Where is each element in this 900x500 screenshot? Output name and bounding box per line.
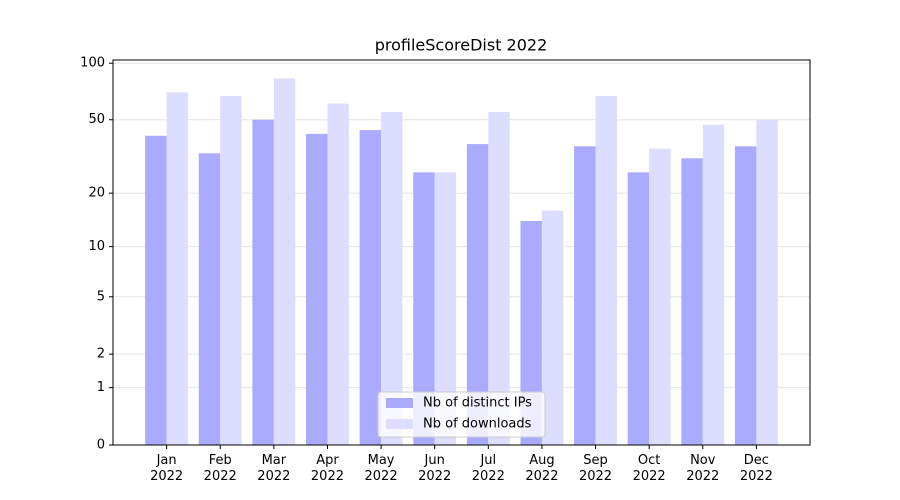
y-tick-label: 5	[97, 289, 105, 304]
bar	[306, 133, 328, 445]
bar	[381, 112, 403, 445]
bar	[488, 112, 510, 445]
bar	[166, 92, 189, 445]
x-tick-label: Oct 2022	[632, 453, 666, 484]
bar	[359, 130, 382, 445]
bar	[434, 172, 457, 446]
bar	[734, 146, 757, 445]
x-tick-label: Nov 2022	[686, 453, 720, 484]
y-tick-label: 100	[80, 56, 105, 71]
x-tick-label: Jan 2022	[150, 453, 184, 484]
x-tick-label: Dec 2022	[739, 453, 773, 484]
bar	[252, 119, 274, 445]
bar	[756, 119, 778, 445]
bar	[145, 135, 167, 446]
axes-frame	[112, 59, 811, 446]
x-tick-label: May 2022	[364, 453, 398, 484]
bar	[702, 124, 725, 445]
y-tick-label: 20	[88, 186, 105, 201]
x-tick-label: Jul 2022	[471, 453, 505, 484]
bar	[413, 172, 435, 446]
legend-label: Nb of distinct IPs	[423, 396, 532, 411]
bar	[273, 78, 296, 446]
bar	[327, 103, 349, 446]
legend-swatch	[386, 398, 413, 408]
bar	[541, 210, 564, 445]
y-tick-label: 10	[88, 239, 105, 254]
bar	[681, 158, 703, 446]
bar	[198, 153, 221, 445]
x-tick-label: Sep 2022	[578, 453, 613, 484]
x-tick-label: Jun 2022	[418, 453, 452, 484]
legend-swatch	[386, 419, 413, 429]
bar	[595, 95, 617, 446]
y-tick-label: 50	[88, 112, 105, 127]
y-tick-label: 2	[97, 347, 105, 362]
x-tick-label: Feb 2022	[203, 453, 237, 484]
bar	[627, 172, 650, 446]
y-tick-label: 0	[97, 438, 105, 453]
y-tick-label: 1	[97, 380, 105, 395]
bar	[520, 220, 542, 445]
bar	[220, 95, 242, 446]
legend-box	[377, 391, 546, 438]
x-tick-label: Mar 2022	[257, 453, 291, 484]
chart-title: profileScoreDist 2022	[375, 36, 548, 55]
legend-label: Nb of downloads	[423, 417, 532, 432]
x-tick-label: Apr 2022	[310, 453, 344, 484]
bar	[466, 144, 489, 445]
x-tick-label: Aug 2022	[525, 453, 559, 484]
bar	[649, 148, 671, 445]
bar	[574, 146, 596, 445]
